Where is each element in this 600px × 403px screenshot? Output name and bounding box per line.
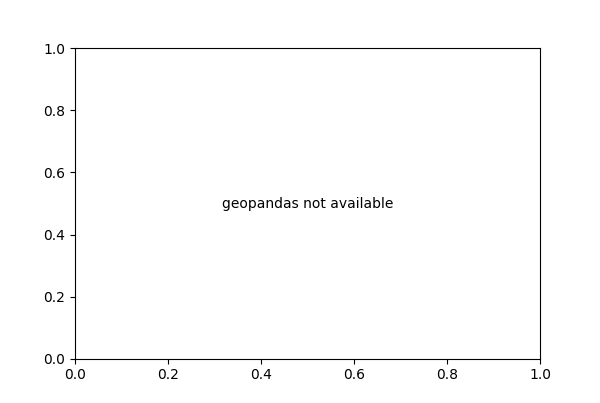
Text: geopandas not available: geopandas not available — [222, 197, 393, 210]
